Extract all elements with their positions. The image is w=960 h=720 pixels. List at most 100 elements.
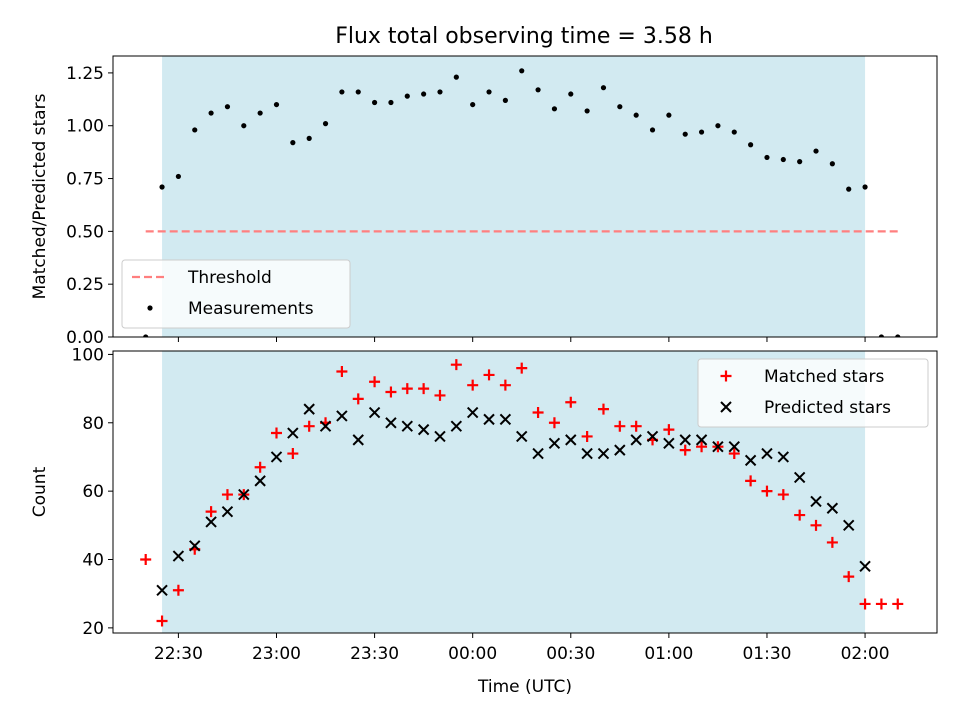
predicted-star-point (548, 437, 561, 449)
measurement-point (437, 89, 443, 95)
predicted-star-point (679, 434, 691, 446)
matched-star-point (401, 383, 413, 395)
matched-star-point (221, 489, 233, 501)
legend: Matched stars Predicted stars (697, 358, 929, 428)
matched-star-point (565, 396, 577, 408)
matched-star-point (581, 430, 593, 442)
y-tick-label: 0.75 (66, 170, 104, 190)
predicted-star-point (516, 430, 528, 443)
y-tick-label: 100 (72, 345, 104, 365)
measurement-point (715, 123, 721, 129)
measurement-point (584, 108, 590, 114)
measurement-point (829, 161, 835, 167)
matched-star-point (287, 448, 299, 460)
matched-star-point (745, 475, 757, 487)
matched-star-point (336, 366, 348, 378)
x-tick-label: 01:30 (742, 644, 791, 664)
matched-star-point (303, 420, 315, 432)
matched-star-point (516, 362, 528, 374)
predicted-star-point (368, 406, 381, 419)
y-tick-label: 0.25 (66, 275, 104, 295)
matched-star-point (597, 403, 609, 415)
predicted-star-point (385, 417, 397, 429)
legend-label: Predicted stars (764, 398, 891, 418)
measurement-point (322, 121, 329, 127)
measurement-point (600, 85, 607, 91)
matched-star-point (843, 571, 855, 583)
predicted-star-point (483, 413, 495, 426)
legend-box (697, 358, 929, 428)
matched-star-point (467, 379, 479, 391)
measurement-point (666, 112, 672, 118)
predicted-star-point (401, 420, 413, 432)
x-tick-label: 01:00 (644, 644, 693, 664)
measurement-point (453, 74, 459, 80)
predicted-star-point (287, 427, 299, 439)
x-tick-label: 23:00 (252, 644, 301, 664)
matched-star-point (205, 506, 217, 518)
matched-star-point (450, 359, 462, 371)
matched-star-point (663, 424, 675, 436)
predicted-star-point (695, 434, 708, 446)
x-tick-label: 00:00 (448, 644, 497, 664)
measurement-point (862, 184, 868, 190)
matched-star-point (810, 519, 822, 531)
measurement-point (551, 106, 558, 112)
matched-star-point (696, 441, 708, 453)
matched-star-point (385, 386, 397, 398)
measurement-point (306, 135, 312, 141)
predicted-star-point (434, 430, 446, 443)
measurement-point (846, 186, 852, 192)
measurement-point (421, 91, 427, 97)
predicted-star-point (581, 447, 593, 460)
matched-star-point (140, 554, 152, 566)
predicted-star-point (777, 451, 790, 463)
matched-star-point (630, 420, 642, 432)
legend-matched-swatch (720, 370, 732, 382)
matched-star-point (254, 461, 266, 473)
y-tick-label: 0.00 (66, 328, 104, 348)
measurement-point (698, 129, 705, 135)
measurement-point (241, 123, 247, 129)
measurement-point (731, 129, 737, 135)
measurement-point (470, 101, 476, 108)
predicted-star-point (597, 447, 610, 460)
predicted-star-point (810, 495, 822, 508)
measurement-point (502, 97, 508, 103)
measurement-point (192, 127, 198, 133)
predicted-star-point (336, 410, 348, 422)
matched-star-point (777, 489, 789, 501)
predicted-star-point (532, 447, 544, 460)
axes-frame (112, 350, 938, 634)
legend-label: Matched stars (764, 367, 884, 387)
measurement-point (159, 184, 165, 190)
chart-title: Flux total observing time = 3.58 h (335, 24, 713, 49)
measurement-point (355, 89, 361, 95)
predicted-star-point (303, 403, 315, 415)
matched-star-point (761, 485, 773, 497)
predicted-star-point (646, 430, 659, 443)
ratio-plot: 0.00 0.25 0.50 0.75 1.00 1.25 Matched/Predicte… (30, 55, 938, 348)
measurement-point (519, 68, 525, 74)
predicted-star-point (793, 471, 806, 484)
x-tick-label: 22:30 (154, 644, 203, 664)
predicted-star-point (499, 413, 512, 426)
predicted-star-point (172, 550, 185, 562)
predicted-star-point (843, 519, 855, 532)
predicted-star-point (189, 540, 201, 552)
matched-star-point (826, 536, 838, 548)
matched-star-point (483, 369, 495, 381)
matched-star-point (614, 420, 626, 432)
measurement-point (895, 334, 901, 337)
measurement-point (649, 127, 656, 133)
matched-star-point (156, 615, 168, 627)
measurement-point (290, 140, 296, 146)
measurement-point (257, 110, 263, 116)
measurement-point (486, 89, 492, 95)
x-tick-label: 00:30 (546, 644, 595, 664)
measurement-point (273, 101, 280, 108)
y-tick-label: 80 (82, 414, 104, 434)
y-tick-label: 0.50 (66, 222, 104, 242)
legend-label: Threshold (187, 268, 272, 288)
